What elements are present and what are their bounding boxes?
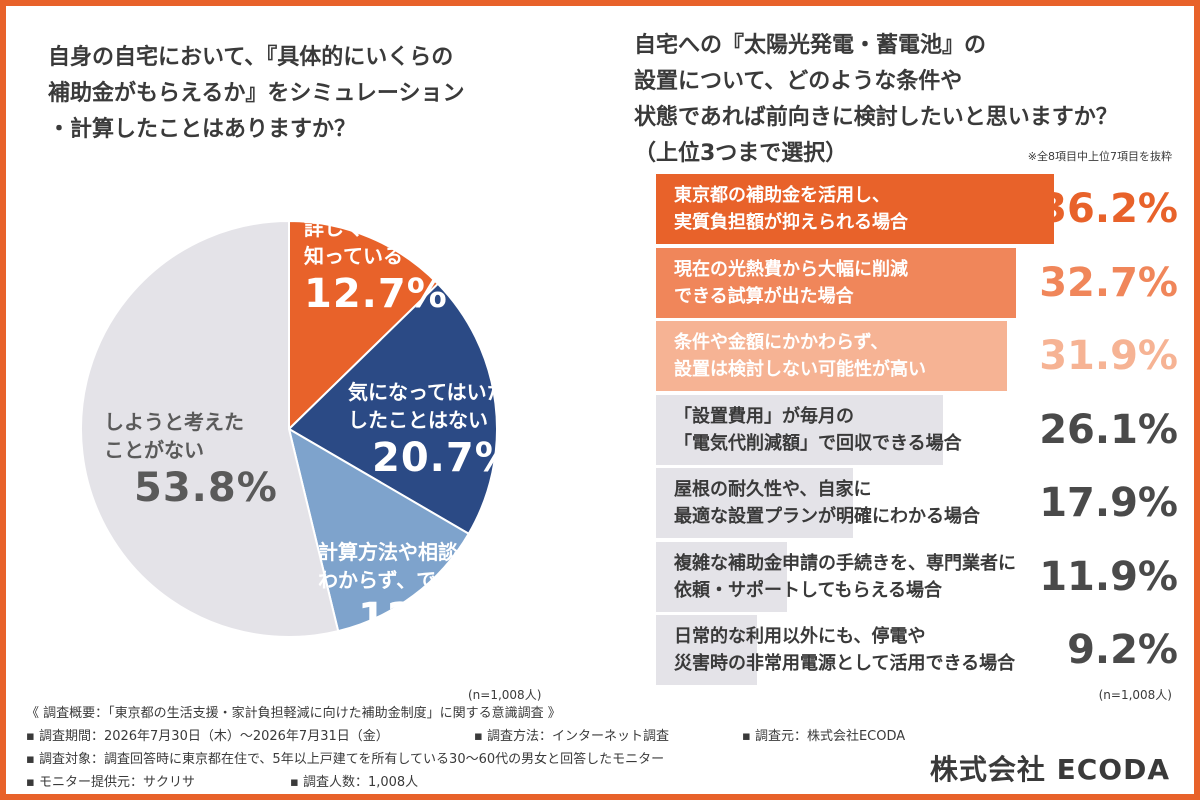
bar-value-2: 32.7% (1039, 259, 1178, 306)
bar-3 (656, 321, 1007, 391)
survey-method: ▪ 調査方法：インターネット調査 (474, 729, 669, 744)
bar-1 (656, 174, 1054, 244)
bar-value-7: 9.2% (1067, 627, 1178, 673)
bar-label-2: 現在の光熱費から大幅に削減 できる試算が出た場合 (674, 256, 908, 310)
pie-slice-2-percent: 20.7% (372, 435, 516, 481)
bar-title-line-3: 状態であれば前向きに検討したいと思いますか？ (634, 105, 1118, 130)
pie-slice-2 (287, 282, 498, 536)
bar-7 (656, 615, 758, 685)
pie-slice-3-text-1: 計算方法や相談先が (318, 540, 498, 564)
survey-count: ▪ 調査人数：1,008人 (290, 775, 419, 790)
bar-label-4: 「設置費用」が毎月の「電気代削減額」で回収できる場合 (674, 403, 962, 457)
bar-4 (656, 394, 943, 465)
pie-title-line-3: ・計算したことはありますか？ (48, 117, 357, 142)
bar-row-1: 東京都の補助金を活用し、 実質負担額が抑えられる場合 36.2% (656, 174, 1186, 244)
survey-source: ▪ 調査元：株式会社ECODA (742, 729, 906, 744)
pie-slice-2-text-2: したことはない (348, 408, 488, 432)
pie-slice-1-percent: 12.7% (304, 271, 448, 317)
survey-period: ▪ 調査期間：2026年7月30日（木）〜2026年7月31日（金） (26, 729, 389, 744)
bar-row-7: 日常的な利用以外にも、停電や災害時の非常用電源として活用できる場合 9.2% (656, 615, 1186, 685)
bar-label-7: 日常的な利用以外にも、停電や災害時の非常用電源として活用できる場合 (674, 623, 1015, 677)
bar-title-line-1: 自宅への『太陽光発電・蓄電池』の (634, 33, 987, 58)
bar-sample-size: (n=1,008人) (1098, 688, 1172, 702)
bar-6 (656, 541, 787, 612)
bar-label-5: 屋根の耐久性や、自家に最適な設置プランが明確にわかる場合 (674, 476, 980, 530)
bar-label-2-line-2: できる試算が出た場合 (674, 285, 854, 307)
bar-value-3: 31.9% (1039, 333, 1178, 379)
bar-label-3: 条件や金額にかかわらず、設置は検討しない可能性が高い (674, 329, 926, 383)
pie-title-line-2: 補助金がもらえるか』をシミュレーション (48, 81, 465, 106)
pie-slice-4-text-1: しようと考えた (104, 410, 244, 434)
bar-label-6-line-1: 複雑な補助金申請の手続きを、専門業者に (674, 552, 1016, 574)
pie-slice-1-text-1: 詳しく (304, 216, 364, 240)
bar-row-2: 現在の光熱費から大幅に削減 できる試算が出た場合 32.7% (656, 247, 1186, 318)
pie-label-slice-1: 詳しく 知っている 12.7% (304, 214, 448, 318)
bar-chart-note: ※全8項目中上位7項目を抜粋 (1027, 150, 1172, 163)
bar-5 (656, 468, 853, 538)
bar-label-3-line-1: 条件や金額にかかわらず、 (674, 332, 889, 353)
pie-slice-2-text-1: 気になってはいたが、 (348, 380, 547, 404)
bar-row-3: 条件や金額にかかわらず、設置は検討しない可能性が高い 31.9% (656, 321, 1186, 391)
pie-slice-3-percent: 12.8% (358, 595, 502, 641)
survey-overview-title: 《 調査概要：「東京都の生活支援・家計負担軽減に向けた補助金制度」に関する意識調… (26, 706, 561, 721)
bar-label-7-line-2: 災害時の非常用電源として活用できる場合 (674, 653, 1016, 674)
pie-sample-size: (n=1,008人) (468, 688, 542, 702)
pie-question-title: 自身の自宅において、『具体的にいくらの 補助金がもらえるか』をシミュレーション … (48, 40, 608, 148)
pie-slice-4-percent: 53.8% (134, 465, 278, 511)
bar-value-4: 26.1% (1039, 406, 1178, 453)
bar-label-7-line-1: 日常的な利用以外にも、停電や (674, 626, 926, 647)
bar-row-6: 複雑な補助金申請の手続きを、専門業者に 依頼・サポートしてもらえる場合 11.9% (656, 541, 1186, 612)
bar-label-2-line-1: 現在の光熱費から大幅に削減 (674, 258, 908, 280)
company-logo: 株式会社 ECODA (929, 753, 1170, 786)
pie-slice-4-text-2: ことがない (104, 438, 204, 462)
pie-label-slice-4: しようと考えた ことがない 53.8% (104, 408, 278, 512)
bar-label-5-line-2: 最適な設置プランが明確にわかる場合 (674, 506, 980, 527)
bar-label-6: 複雑な補助金申請の手続きを、専門業者に 依頼・サポートしてもらえる場合 (674, 550, 1016, 604)
pie-slice-1 (288, 219, 440, 432)
bar-label-3-line-2: 設置は検討しない可能性が高い (674, 359, 926, 380)
bar-question-title: 自宅への『太陽光発電・蓄電池』の 設置について、どのような条件や 状態であれば前… (634, 28, 1194, 172)
survey-provider: ▪ モニター提供元：サクリサ (26, 775, 195, 790)
pie-slice-3-text-2: わからず、できていない (318, 568, 537, 592)
pie-label-slice-2: 気になってはいたが、 したことはない 20.7% (348, 378, 546, 482)
bar-label-5-line-1: 屋根の耐久性や、自家に (674, 479, 872, 500)
bar-label-1: 東京都の補助金を活用し、 実質負担額が抑えられる場合 (674, 182, 908, 236)
bar-title-line-4: （上位3つまで選択） (634, 141, 848, 166)
bar-label-6-line-2: 依頼・サポートしてもらえる場合 (674, 579, 943, 601)
bar-value-6: 11.9% (1039, 553, 1178, 600)
bar-value-1: 36.2% (1039, 186, 1178, 232)
survey-target: ▪ 調査対象：調査回答時に東京都在住で、5年以上戸建てを所有している30〜60代… (26, 752, 665, 767)
pie-title-line-1: 自身の自宅において、『具体的にいくらの (48, 45, 454, 70)
pie-chart (80, 219, 498, 638)
bar-label-1-line-1: 東京都の補助金を活用し、 (674, 185, 890, 206)
bar-2 (656, 247, 1016, 318)
pie-slice-3 (287, 426, 471, 633)
bar-title-line-2: 設置について、どのような条件や (634, 69, 963, 94)
bar-label-4-line-2: 「電気代削減額」で回収できる場合 (674, 432, 962, 454)
bar-row-4: 「設置費用」が毎月の「電気代削減額」で回収できる場合 26.1% (656, 394, 1186, 465)
bar-row-5: 屋根の耐久性や、自家に最適な設置プランが明確にわかる場合 17.9% (656, 468, 1186, 538)
pie-label-slice-3: 計算方法や相談先が わからず、できていない 12.8% (318, 538, 536, 642)
pie-slice-1-text-2: 知っている (304, 244, 403, 268)
bar-label-1-line-2: 実質負担額が抑えられる場合 (674, 212, 908, 233)
bar-label-4-line-1: 「設置費用」が毎月の (674, 405, 854, 427)
pie-slice-4 (80, 219, 340, 638)
bar-value-5: 17.9% (1039, 480, 1178, 526)
